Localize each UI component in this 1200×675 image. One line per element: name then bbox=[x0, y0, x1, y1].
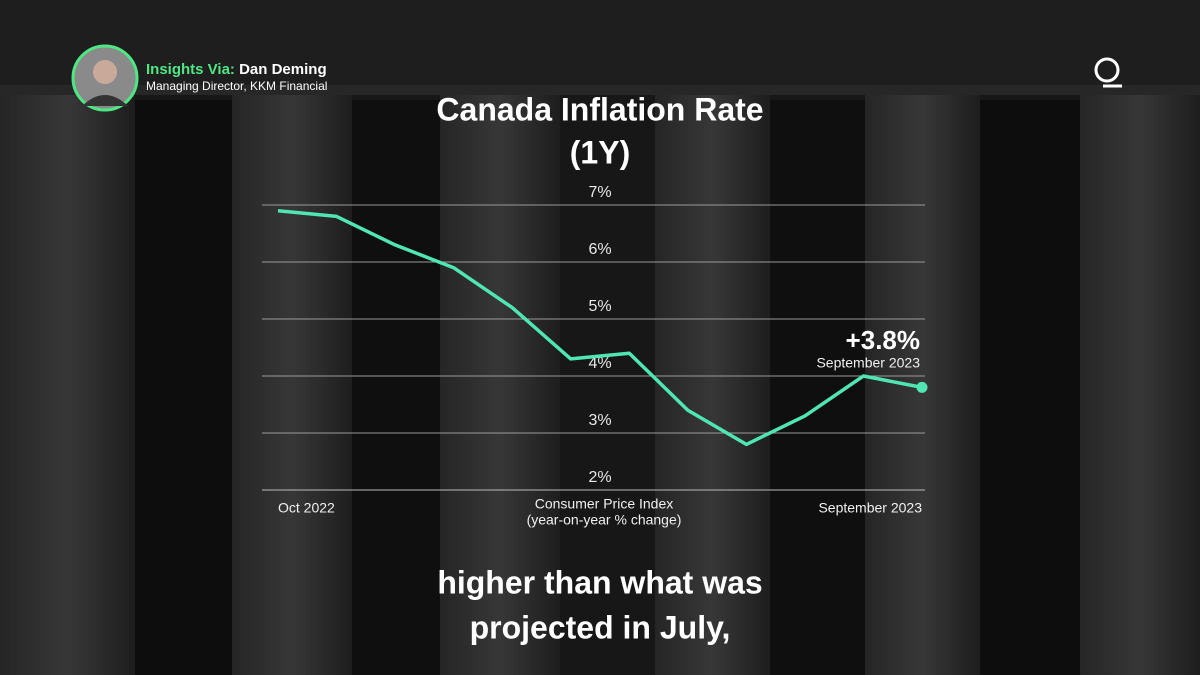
y-tick-label: 7% bbox=[588, 184, 611, 201]
y-tick-label: 6% bbox=[588, 241, 611, 258]
y-tick-label: 4% bbox=[588, 355, 611, 372]
x-tick-label: Oct 2022 bbox=[278, 500, 335, 516]
logo bbox=[1094, 57, 1122, 88]
caption-line: higher than what was bbox=[437, 564, 762, 600]
avatar-face bbox=[93, 60, 117, 84]
annotation-date: September 2023 bbox=[816, 355, 920, 371]
y-tick-label: 3% bbox=[588, 412, 611, 429]
svg-text:Insights Via: Dan Deming: Insights Via: Dan Deming bbox=[146, 61, 327, 78]
speaker-role: Managing Director, KKM Financial bbox=[146, 79, 327, 93]
end-point bbox=[916, 381, 928, 393]
speaker-name: Dan Deming bbox=[239, 61, 327, 78]
avatar-body bbox=[82, 95, 128, 106]
x-tick-label: September 2023 bbox=[818, 500, 922, 516]
caption-line: projected in July, bbox=[470, 609, 731, 645]
line bbox=[277, 208, 923, 447]
speaker-badge: Insights Via: Dan Deming Managing Direct… bbox=[71, 44, 327, 112]
y-tick-label: 2% bbox=[588, 469, 611, 486]
annotation-value: +3.8% bbox=[846, 325, 920, 355]
chart-subtitle: (1Y) bbox=[570, 134, 630, 170]
y-tick-label: 5% bbox=[588, 298, 611, 315]
x-axis-note: (year-on-year % change) bbox=[527, 512, 682, 528]
x-axis-label: Consumer Price Index bbox=[535, 496, 674, 512]
chart-title: Canada Inflation Rate bbox=[436, 91, 763, 127]
speaker-label: Insights Via: bbox=[146, 61, 235, 78]
